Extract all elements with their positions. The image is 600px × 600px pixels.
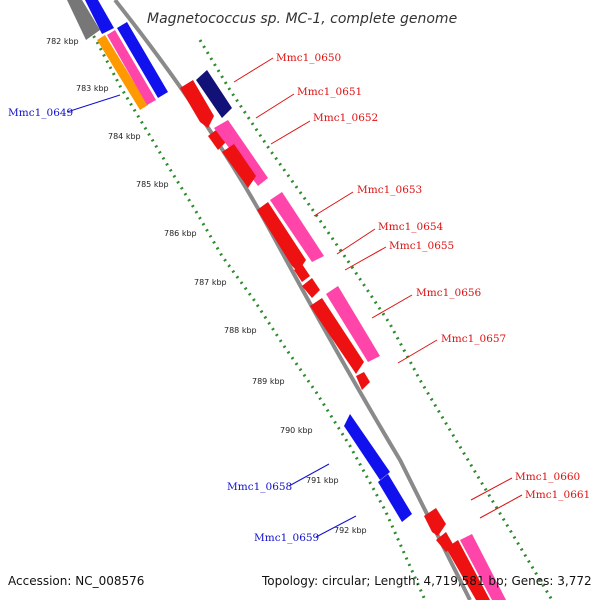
leader-mmc1-0653 <box>313 191 354 217</box>
label-mmc1-0652: Mmc1_0652 <box>313 112 378 124</box>
leader-mmc1-0652 <box>270 120 311 145</box>
cds-mmc1-0654 <box>294 264 310 282</box>
label-mmc1-0656: Mmc1_0656 <box>416 287 482 299</box>
label-mmc1-0660: Mmc1_0660 <box>515 471 580 483</box>
leader-mmc1-0655 <box>344 246 387 271</box>
cds-mmc1-0656-a <box>310 298 364 374</box>
cds-mmc1-0660 <box>424 508 446 536</box>
tick-782: 782 kbp <box>46 37 79 46</box>
tick-789: 789 kbp <box>252 377 285 386</box>
leader-mmc1-0659 <box>315 515 357 538</box>
cds-orange <box>97 35 148 110</box>
cds-blue-top <box>85 0 114 34</box>
label-mmc1-0659: Mmc1_0659 <box>254 532 319 544</box>
map-title: Magnetococcus sp. MC-1, complete genome <box>147 11 457 27</box>
genome-backbone <box>113 0 472 600</box>
outer-ruler <box>198 39 554 600</box>
cds-mmc1-0649 <box>117 22 168 98</box>
tick-783: 783 kbp <box>76 84 109 93</box>
cds-mmc1-0652-a <box>214 120 268 186</box>
label-mmc1-0651: Mmc1_0651 <box>297 86 362 98</box>
cds-mmc1-0650-b <box>196 70 232 118</box>
label-mmc1-0661: Mmc1_0661 <box>525 489 590 501</box>
label-mmc1-0655: Mmc1_0655 <box>389 240 454 252</box>
cds-gray <box>67 0 100 40</box>
tick-791: 791 kbp <box>306 476 339 485</box>
label-mmc1-0654: Mmc1_0654 <box>378 221 444 233</box>
leader-mmc1-0656 <box>371 294 413 319</box>
tick-785: 785 kbp <box>136 180 169 189</box>
cds-mmc1-0650 <box>180 80 214 128</box>
cds-mmc1-0651 <box>208 130 226 150</box>
cds-mmc1-0658 <box>344 414 390 480</box>
cds-mmc1-0661-b <box>446 540 490 600</box>
tick-790: 790 kbp <box>280 426 313 435</box>
leader-mmc1-0649 <box>66 94 121 113</box>
cds-mmc1-0661-c <box>460 534 506 600</box>
leader-mmc1-0658 <box>288 463 330 487</box>
tick-788: 788 kbp <box>224 326 257 335</box>
label-mmc1-0649: Mmc1_0649 <box>8 107 73 119</box>
leader-mmc1-0651 <box>255 93 295 119</box>
cds-mmc1-0657 <box>356 372 370 390</box>
tick-787: 787 kbp <box>194 278 227 287</box>
cds-mmc1-0655 <box>302 278 320 298</box>
label-mmc1-0650: Mmc1_0650 <box>276 52 341 64</box>
leader-mmc1-0660 <box>470 477 513 501</box>
tick-784: 784 kbp <box>108 132 141 141</box>
tick-792: 792 kbp <box>334 526 367 535</box>
leader-mmc1-0654 <box>336 228 376 255</box>
label-mmc1-0657: Mmc1_0657 <box>441 333 506 345</box>
cds-mmc1-0652-b <box>222 144 256 188</box>
accession-text: Accession: NC_008576 <box>8 574 144 588</box>
summary-text: Topology: circular; Length: 4,719,581 bp… <box>261 574 592 588</box>
cds-mmc1-0653-a <box>257 202 306 272</box>
label-mmc1-0658: Mmc1_0658 <box>227 481 292 493</box>
leader-mmc1-0650 <box>233 57 274 83</box>
label-mmc1-0653: Mmc1_0653 <box>357 184 422 196</box>
leader-mmc1-0657 <box>397 339 438 364</box>
cds-magenta-left <box>107 30 156 105</box>
cds-mmc1-0659 <box>378 474 412 522</box>
cds-mmc1-0656-b <box>326 286 380 362</box>
leader-mmc1-0661 <box>479 494 523 519</box>
cds-mmc1-0653-b <box>270 192 324 262</box>
inner-ruler <box>70 0 427 600</box>
tick-786: 786 kbp <box>164 229 197 238</box>
